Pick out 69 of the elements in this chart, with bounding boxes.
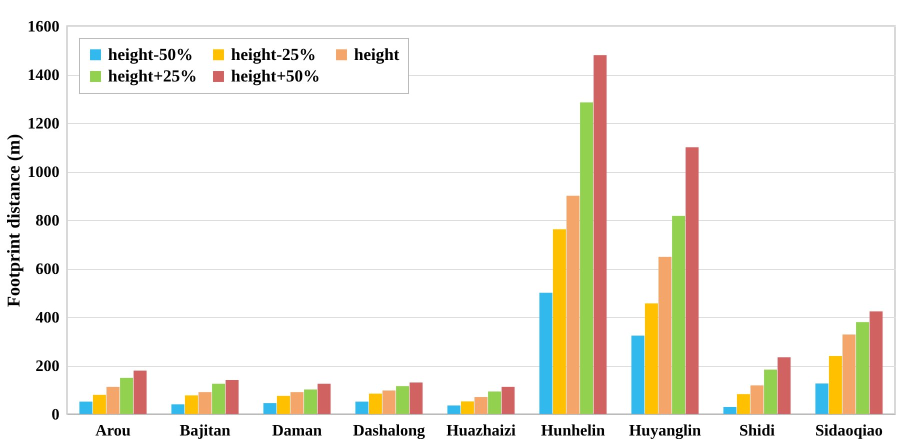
bar xyxy=(355,402,368,414)
bar xyxy=(382,390,396,414)
x-tick-label: Shidi xyxy=(739,422,776,440)
bar xyxy=(815,383,828,414)
bar xyxy=(502,386,515,414)
bar xyxy=(870,311,883,414)
y-tick-label: 1000 xyxy=(28,164,60,181)
bar xyxy=(842,334,856,414)
bar xyxy=(410,382,423,414)
bar xyxy=(368,394,382,414)
y-tick-label: 200 xyxy=(36,358,60,375)
bar xyxy=(686,147,699,414)
y-tick-label: 1600 xyxy=(28,18,60,36)
bar xyxy=(304,390,318,414)
bar xyxy=(263,403,276,414)
legend-label: height+50% xyxy=(231,66,320,86)
y-tick-label: 600 xyxy=(36,261,60,278)
legend-label: height-50% xyxy=(108,44,193,64)
bar xyxy=(488,391,502,414)
bar xyxy=(631,336,644,414)
legend-label: height-25% xyxy=(231,44,316,64)
x-tick-label: Dashalong xyxy=(352,422,426,440)
bar xyxy=(736,394,750,414)
bar xyxy=(134,370,147,414)
x-tick-label: Huyanglin xyxy=(628,422,702,440)
y-tick-label: 400 xyxy=(36,310,60,326)
legend-label: height+25% xyxy=(108,66,198,86)
bar xyxy=(778,357,791,414)
y-tick-label: 1400 xyxy=(28,67,60,84)
bar xyxy=(290,392,304,414)
x-tick-label: Bajitan xyxy=(180,422,230,440)
legend-label: height xyxy=(354,44,400,64)
bar xyxy=(474,397,488,414)
y-tick-label: 0 xyxy=(52,406,60,424)
bar xyxy=(828,356,842,414)
bar xyxy=(658,256,672,414)
bar xyxy=(79,402,92,414)
bar xyxy=(580,102,594,414)
bar xyxy=(447,406,460,414)
bar xyxy=(539,292,552,414)
y-axis-title: Footprint distance (m) xyxy=(4,134,24,307)
bar xyxy=(276,396,290,414)
x-tick-label: Daman xyxy=(272,422,322,440)
bar xyxy=(106,386,120,414)
bar xyxy=(92,394,106,414)
bar xyxy=(460,401,474,414)
bar xyxy=(723,406,736,414)
bar xyxy=(171,404,184,414)
bar xyxy=(212,384,226,414)
bar xyxy=(750,385,764,414)
x-tick-label: Hunhelin xyxy=(540,422,606,440)
bar xyxy=(672,216,686,414)
x-tick-label: Sidaoqiao xyxy=(815,422,883,440)
bar xyxy=(856,322,870,414)
bar xyxy=(764,370,778,414)
bar xyxy=(226,380,239,414)
bar xyxy=(120,378,134,414)
x-tick-label: Arou xyxy=(95,422,131,440)
bar xyxy=(318,384,331,414)
x-tick-label: Huazhaizi xyxy=(446,422,516,440)
bar xyxy=(198,392,212,414)
bar xyxy=(644,303,658,414)
bar xyxy=(594,55,607,414)
bar xyxy=(396,386,410,414)
y-tick-label: 1200 xyxy=(28,116,60,132)
bar xyxy=(566,196,580,414)
bar xyxy=(184,395,198,414)
bar xyxy=(552,229,566,414)
y-tick-label: 800 xyxy=(36,212,60,230)
